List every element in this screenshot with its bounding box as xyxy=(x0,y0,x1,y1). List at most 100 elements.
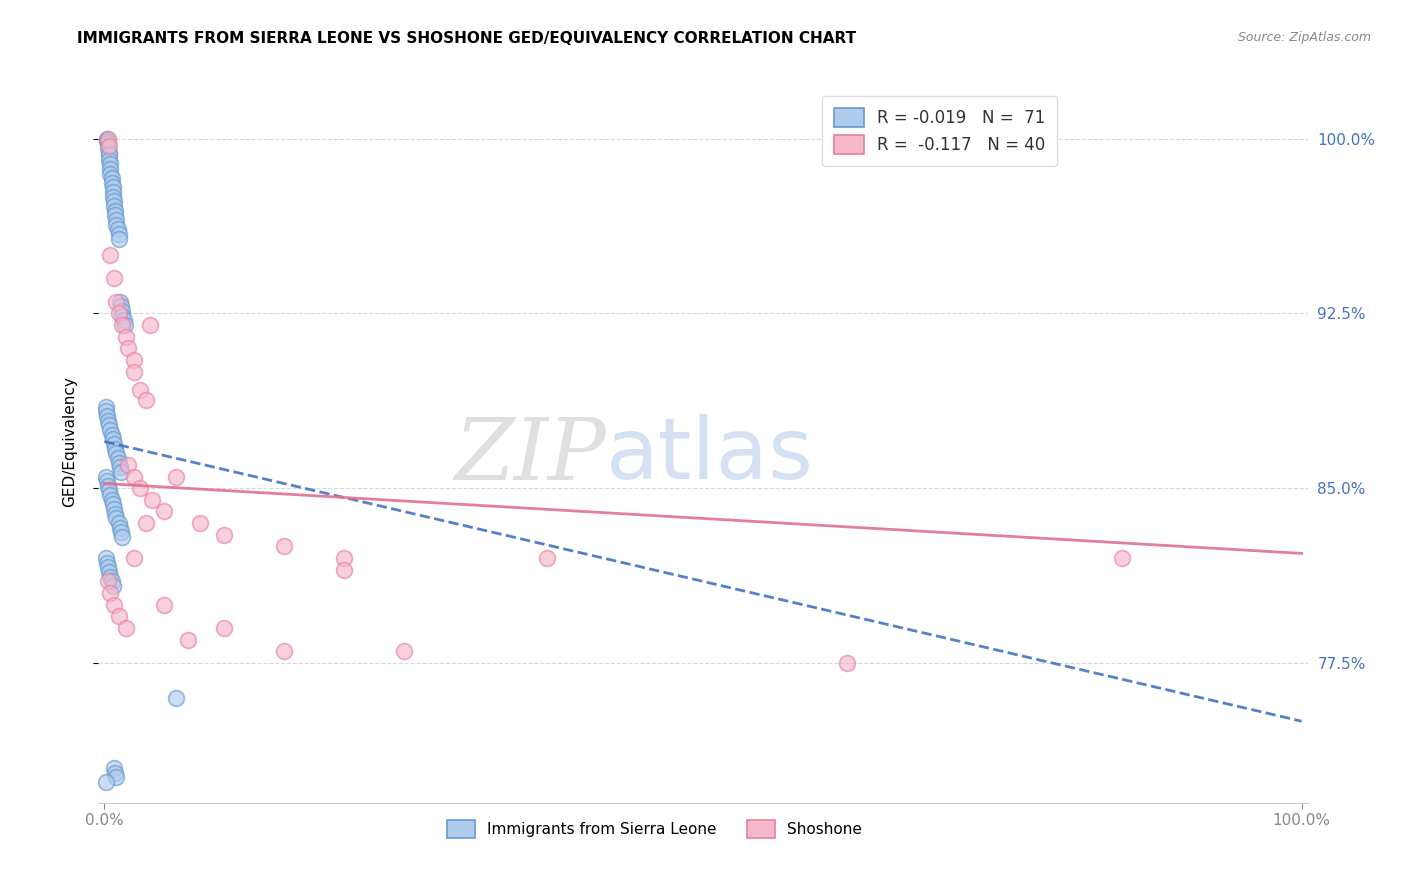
Point xyxy=(96,134,118,148)
Point xyxy=(98,565,121,579)
Point xyxy=(96,474,118,488)
Point xyxy=(103,199,125,213)
Point xyxy=(165,690,187,705)
Point xyxy=(108,460,131,475)
Point xyxy=(100,586,122,600)
Text: ZIP: ZIP xyxy=(454,415,606,498)
Point xyxy=(101,180,124,194)
Point xyxy=(101,190,124,204)
Point xyxy=(135,516,157,530)
Point xyxy=(100,427,122,442)
Point xyxy=(124,469,146,483)
Point xyxy=(835,656,858,670)
Point xyxy=(104,765,127,780)
Point xyxy=(153,504,176,518)
Point xyxy=(112,313,135,327)
Text: Source: ZipAtlas.com: Source: ZipAtlas.com xyxy=(1237,31,1371,45)
Point xyxy=(94,404,117,418)
Point xyxy=(94,400,117,414)
Point xyxy=(1111,551,1133,566)
Point xyxy=(115,621,138,635)
Point xyxy=(98,483,121,498)
Point xyxy=(103,598,125,612)
Point xyxy=(103,437,125,451)
Point xyxy=(97,131,120,145)
Point xyxy=(103,194,125,209)
Point xyxy=(105,294,128,309)
Point xyxy=(392,644,415,658)
Point xyxy=(188,516,211,530)
Point xyxy=(94,469,117,483)
Point xyxy=(107,306,129,320)
Point xyxy=(103,761,125,775)
Legend: Immigrants from Sierra Leone, Shoshone: Immigrants from Sierra Leone, Shoshone xyxy=(440,813,869,846)
Point xyxy=(110,299,132,313)
Point xyxy=(100,423,122,437)
Point xyxy=(107,222,129,236)
Point xyxy=(108,294,131,309)
Point xyxy=(107,456,129,470)
Point xyxy=(96,131,118,145)
Point xyxy=(110,465,132,479)
Point xyxy=(115,329,138,343)
Point xyxy=(98,145,121,160)
Point xyxy=(111,318,134,332)
Point xyxy=(114,318,136,332)
Point xyxy=(94,774,117,789)
Point xyxy=(107,450,129,465)
Text: atlas: atlas xyxy=(606,415,814,498)
Point xyxy=(129,384,152,398)
Point xyxy=(333,563,356,577)
Point xyxy=(107,227,129,241)
Point xyxy=(100,167,122,181)
Point xyxy=(105,446,128,460)
Point xyxy=(100,488,122,502)
Point xyxy=(100,492,122,507)
Point xyxy=(96,556,118,570)
Point xyxy=(536,551,558,566)
Point xyxy=(104,203,127,218)
Point xyxy=(97,560,120,574)
Point xyxy=(124,551,146,566)
Point xyxy=(129,481,152,495)
Point xyxy=(104,442,127,456)
Point xyxy=(100,248,122,262)
Point xyxy=(103,271,125,285)
Point xyxy=(124,365,146,379)
Text: IMMIGRANTS FROM SIERRA LEONE VS SHOSHONE GED/EQUIVALENCY CORRELATION CHART: IMMIGRANTS FROM SIERRA LEONE VS SHOSHONE… xyxy=(77,31,856,46)
Point xyxy=(117,458,139,472)
Point xyxy=(104,507,127,521)
Point xyxy=(212,621,235,635)
Point xyxy=(111,304,134,318)
Point xyxy=(103,502,125,516)
Point xyxy=(97,136,120,151)
Point xyxy=(101,579,124,593)
Point xyxy=(111,309,134,323)
Point xyxy=(177,632,200,647)
Point xyxy=(135,392,157,407)
Point xyxy=(124,353,146,368)
Point xyxy=(153,598,176,612)
Point xyxy=(333,551,356,566)
Point xyxy=(100,161,122,176)
Point xyxy=(139,318,162,332)
Point xyxy=(105,511,128,525)
Point xyxy=(96,409,118,423)
Point xyxy=(98,148,121,162)
Point xyxy=(97,574,120,589)
Y-axis label: GED/Equivalency: GED/Equivalency xyxy=(63,376,77,507)
Point xyxy=(100,157,122,171)
Point xyxy=(107,516,129,530)
Point xyxy=(98,153,121,167)
Point xyxy=(101,498,124,512)
Point xyxy=(100,171,122,186)
Point xyxy=(141,492,163,507)
Point xyxy=(212,528,235,542)
Point xyxy=(117,341,139,355)
Point xyxy=(98,418,121,433)
Point xyxy=(97,413,120,427)
Point xyxy=(105,213,128,227)
Point xyxy=(105,770,128,784)
Point xyxy=(100,570,122,584)
Point xyxy=(110,525,132,540)
